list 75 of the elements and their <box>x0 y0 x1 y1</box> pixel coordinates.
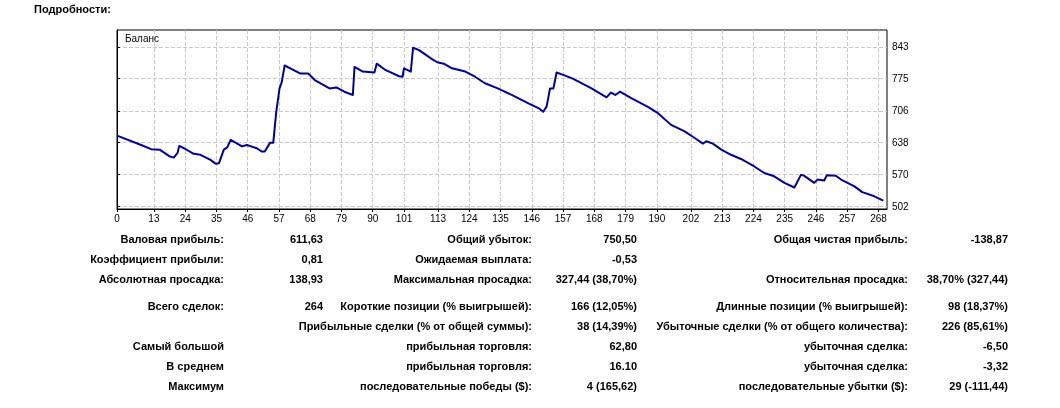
text: В среднем <box>165 360 224 372</box>
text: убыточная сделка: <box>803 340 908 352</box>
text: Валовая прибыль: <box>119 233 224 245</box>
text: 98 (18,37%) <box>947 300 1008 312</box>
text: -3,32 <box>981 360 1008 372</box>
text: Всего сделок: <box>146 300 224 312</box>
x-tick-label: 46 <box>242 212 254 224</box>
x-tick-label: 35 <box>210 212 223 224</box>
text: убыточная сделка: <box>803 360 908 372</box>
y-tick-label: 570 <box>892 168 910 180</box>
x-tick-label: 68 <box>304 212 317 224</box>
text: 38,70% (327,44) <box>925 273 1008 285</box>
text: 16.10 <box>608 360 637 372</box>
text: 0,81 <box>300 253 323 265</box>
x-tick-label: 146 <box>523 212 541 224</box>
x-tick-label: 257 <box>838 212 856 224</box>
text: прибыльная торговля: <box>405 340 532 352</box>
text: Длинные позиции (% выигрышей): <box>716 300 908 312</box>
x-tick-label: 268 <box>870 212 888 224</box>
x-tick-label: 190 <box>648 212 666 224</box>
x-tick-label: 90 <box>367 212 379 224</box>
text: 29 (-111,44) <box>948 380 1008 392</box>
text: -6,50 <box>981 340 1008 352</box>
text: Относительная просадка: <box>765 273 908 285</box>
x-tick-label: 168 <box>586 212 604 224</box>
y-tick-label: 502 <box>892 200 910 212</box>
x-tick-label: 113 <box>430 212 447 224</box>
line-series <box>116 46 885 202</box>
text: 166 (12,05%) <box>569 300 637 312</box>
text: Общий убыток: <box>447 233 532 245</box>
x-tick-label: 235 <box>776 212 794 224</box>
text: 611,63 <box>288 233 323 245</box>
x-tick-label: 213 <box>713 212 731 224</box>
y-tick-label: 775 <box>892 73 910 85</box>
text: Абсолютная просадка: <box>97 273 224 285</box>
x-tick-label: 246 <box>807 212 825 224</box>
y-tick-label: 843 <box>892 41 910 53</box>
text: 38 (14,39%) <box>576 320 637 332</box>
text: 327,44 (38,70%) <box>554 273 637 285</box>
x-tick-label: 57 <box>273 212 285 224</box>
text: Максимальная просадка: <box>393 273 532 285</box>
x-tick-label: 124 <box>460 212 479 224</box>
x-tick-label: 24 <box>179 212 192 224</box>
x-tick-label: 79 <box>335 212 348 224</box>
x-tick-label: 202 <box>682 212 700 224</box>
text: Прибыльные сделки (% от общей суммы): <box>297 320 532 332</box>
text: 750,50 <box>602 233 637 245</box>
x-tick-label: 135 <box>492 212 510 224</box>
text: Короткие позиции (% выигрышей): <box>340 300 532 312</box>
x-tick-label: 101 <box>395 212 413 224</box>
text: 138,93 <box>288 273 323 285</box>
text: Баланс <box>125 32 160 44</box>
text: Убыточные сделки (% от общего количества): <box>656 320 908 332</box>
y-tick-label: 706 <box>892 105 910 117</box>
x-tick-label: 179 <box>617 212 635 224</box>
x-tick-label: 224 <box>745 212 763 224</box>
text: -0,53 <box>610 253 637 265</box>
text: последовательные победы ($): <box>359 380 532 392</box>
text: прибыльная торговля: <box>405 360 532 372</box>
text: 226 (85,61%) <box>940 320 1008 332</box>
text: 264 <box>303 300 323 312</box>
text: последовательные убытки ($): <box>738 380 908 392</box>
x-tick-label: 13 <box>148 212 160 224</box>
text: Коэффициент прибыли: <box>89 253 224 265</box>
y-tick-label: 638 <box>892 137 910 149</box>
text: Самый большой <box>131 340 224 352</box>
x-tick-label: 157 <box>554 212 572 224</box>
text: 62,80 <box>608 340 637 352</box>
x-tick-label: 0 <box>114 212 121 224</box>
text: Общая чистая прибыль: <box>773 233 908 245</box>
chart-title: Подробности: <box>34 3 111 15</box>
text: Ожидаемая выплата: <box>415 253 532 265</box>
text: -138,87 <box>969 233 1008 245</box>
text: Максимум <box>167 380 224 392</box>
text: 4 (165,62) <box>585 380 637 392</box>
